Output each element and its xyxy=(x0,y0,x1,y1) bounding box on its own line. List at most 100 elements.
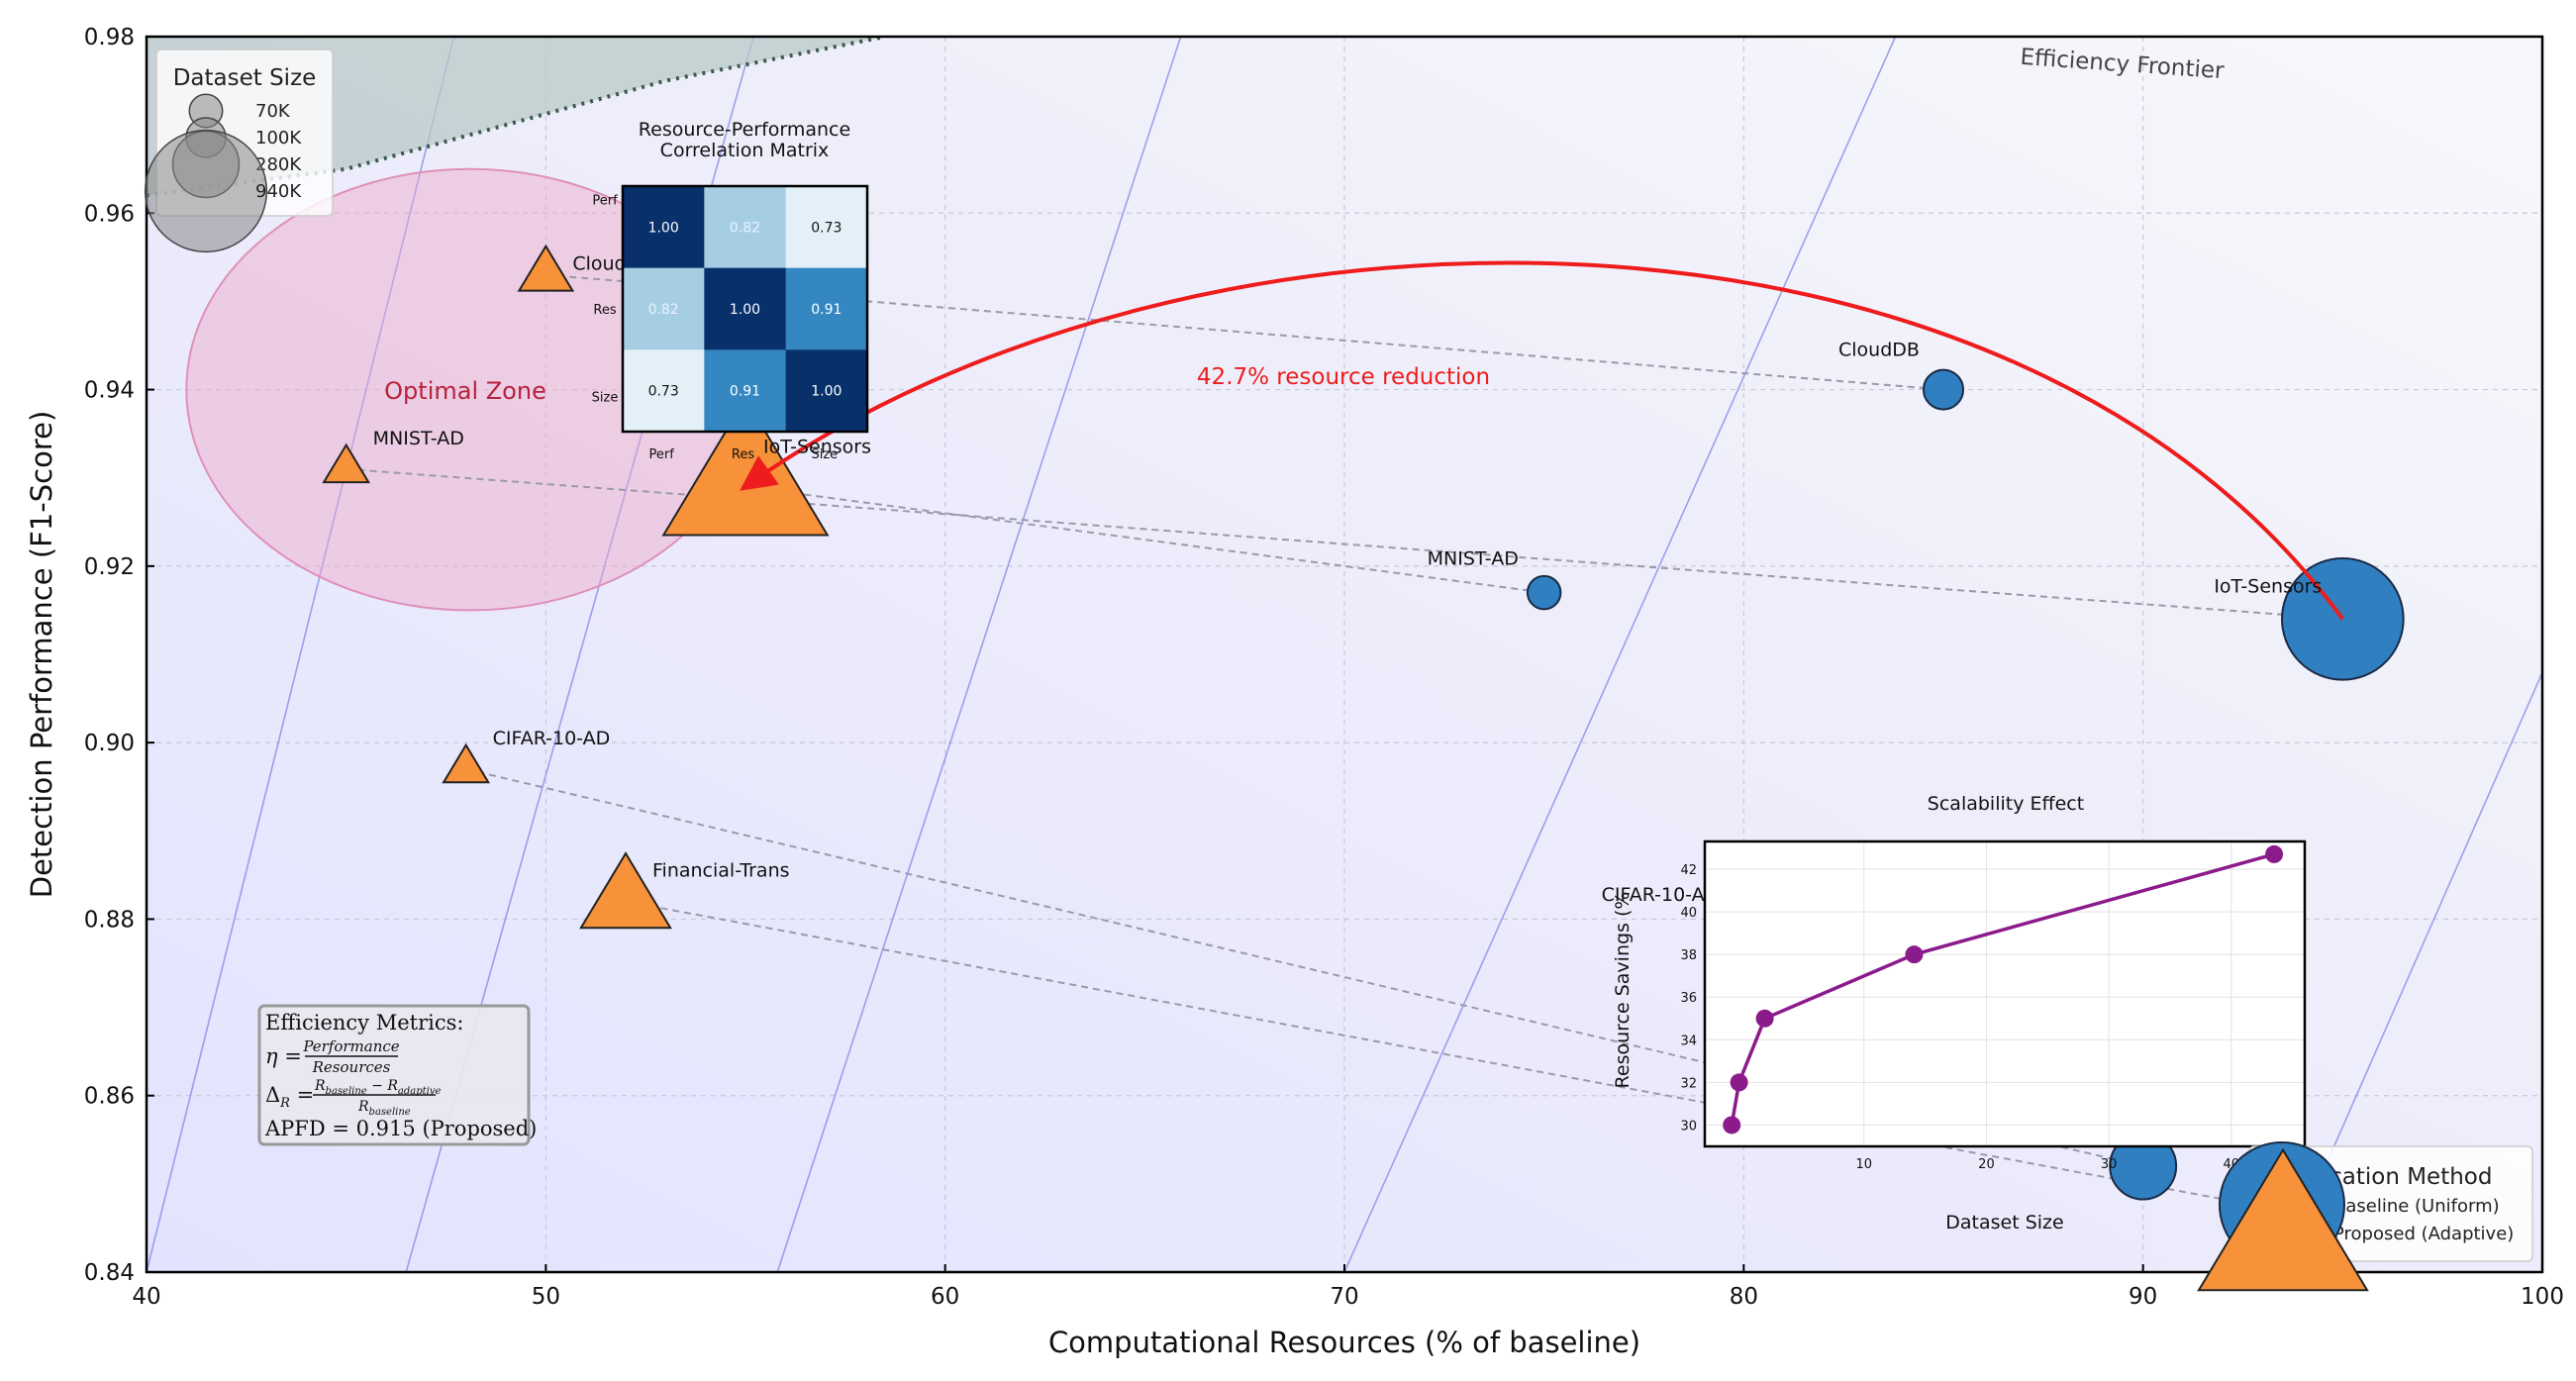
data-labels: IoT-Sensors CloudDB MNIST-AD CIFAR-10-A Clou… xyxy=(373,253,2323,906)
optimal-zone-label: Optimal Zone xyxy=(384,377,546,405)
delta-denominator: Rbaseline xyxy=(357,1099,411,1118)
connection-lines xyxy=(346,273,2343,1212)
scalability-point xyxy=(1755,1009,1774,1028)
iso-efficiency-line xyxy=(1343,37,1897,1272)
heatmap-row-label: Perf xyxy=(592,193,618,208)
heatmap-col-label: Size xyxy=(811,447,838,462)
y-tick-label: 0.88 xyxy=(84,907,135,933)
size-legend-label: 70K xyxy=(255,101,291,122)
y-tick-label: 0.92 xyxy=(84,554,135,580)
scalability-point xyxy=(2265,844,2284,863)
heatmap-title-line-2: Correlation Matrix xyxy=(660,140,830,161)
size-legend: Dataset Size 70K 100K 280K 940K xyxy=(144,49,334,253)
y-tick-label: 0.98 xyxy=(84,25,135,50)
x-tick-label: 40 xyxy=(132,1284,160,1310)
proposed-marker-financial-trans xyxy=(579,851,672,930)
scalability-y-label: Resource Savings (% xyxy=(1612,892,1634,1089)
x-axis-label: Computational Resources (% of baseline) xyxy=(1048,1326,1640,1359)
connection-line xyxy=(744,485,1544,594)
scalability-point xyxy=(1730,1073,1748,1092)
legend-proposed-marker xyxy=(2197,1147,2369,1292)
heatmap-cell xyxy=(704,186,787,269)
heatmap-cell xyxy=(785,267,868,350)
heatmap-cell xyxy=(704,349,787,433)
apfd-value: APFD = 0.915 (Proposed) xyxy=(264,1117,537,1140)
heatmap-cell-value: 1.00 xyxy=(648,220,679,236)
baseline-marker-clouddb xyxy=(1923,368,1964,411)
label-proposed-financial-trans: Financial-Trans xyxy=(652,860,790,882)
heatmap-cell-value: 0.73 xyxy=(648,384,679,400)
baseline-marker-mnist-ad xyxy=(1526,574,1562,611)
correlation-matrix-inset: Resource-Performance Correlation Matrix … xyxy=(592,119,869,462)
heatmap-frame xyxy=(621,184,869,434)
x-tick-label: 100 xyxy=(2521,1284,2564,1310)
eta-numerator: Performance xyxy=(302,1037,399,1055)
arrow-label: 42.7% resource reduction xyxy=(1197,364,1490,390)
heatmap-cell-value: 1.00 xyxy=(811,384,842,400)
scalability-inset: Scalability Effect 10 20 30 403032343638404… xyxy=(1612,793,2307,1233)
eta-denominator: Resources xyxy=(312,1058,391,1076)
heatmap-title-line-1: Resource-Performance xyxy=(639,119,850,141)
legend-entry-baseline: Baseline (Uniform) xyxy=(2333,1196,2500,1217)
y-axis-label: Detection Performance (F1-Score) xyxy=(25,411,58,899)
scal-y-tick-label: 42 xyxy=(1680,863,1697,878)
efficiency-metrics-box: Efficiency Metrics: η = Performance Reso… xyxy=(257,1004,537,1146)
x-tick-label: 60 xyxy=(931,1284,959,1310)
scalability-frame xyxy=(1703,839,2307,1148)
scal-x-tick-label: 30 xyxy=(2101,1157,2118,1172)
proposed-marker-clouddb xyxy=(517,244,575,292)
size-legend-label: 280K xyxy=(255,154,302,175)
heatmap-row-label: Res xyxy=(593,303,616,318)
axis-ticks: 40 50 60 70 80 90 100 0.84 0.86 0.88 0.90 0.92 0.94 0… xyxy=(84,25,2564,1310)
heatmap-cell-value: 1.00 xyxy=(730,302,760,318)
delta-numerator: Rbaseline − Radaptive xyxy=(314,1078,441,1097)
heatmap-cell-value: 0.82 xyxy=(730,220,760,236)
proposed-marker-cifar-10-ad xyxy=(442,742,491,784)
proposed-marker-mnist-ad xyxy=(322,443,371,484)
scalability-point xyxy=(1905,945,1924,964)
scalability-plot-background xyxy=(1705,841,2305,1146)
scal-y-tick-label: 30 xyxy=(1680,1119,1697,1134)
scalability-point xyxy=(1723,1116,1741,1134)
label-proposed-clouddb: Cloud xyxy=(572,253,626,275)
size-legend-label: 940K xyxy=(255,181,302,202)
size-legend-label: 100K xyxy=(255,128,302,148)
eta-lhs: η = xyxy=(265,1044,302,1068)
label-proposed-mnist-ad: MNIST-AD xyxy=(373,428,464,449)
x-tick-label: 90 xyxy=(2129,1284,2157,1310)
x-tick-label: 70 xyxy=(1330,1284,1358,1310)
x-tick-label: 50 xyxy=(532,1284,560,1310)
heatmap-cell-value: 0.82 xyxy=(648,302,679,318)
heatmap-cell-value: 0.73 xyxy=(811,220,842,236)
heatmap-cell xyxy=(704,267,787,350)
resource-reduction-arrow xyxy=(740,260,2344,621)
heatmap-col-label: Res xyxy=(732,447,754,462)
heatmap-row-label: Size xyxy=(592,391,619,406)
scal-x-tick-label: 20 xyxy=(1978,1157,1995,1172)
scalability-x-label: Dataset Size xyxy=(1945,1212,2063,1233)
heatmap-cell xyxy=(623,186,705,269)
connection-line xyxy=(625,900,2284,1212)
heatmap-cell-value: 0.91 xyxy=(730,384,760,400)
label-proposed-iot-sensors: IoT-Sensors xyxy=(763,437,871,458)
scal-y-tick-label: 34 xyxy=(1680,1034,1697,1048)
y-tick-label: 0.90 xyxy=(84,731,135,756)
label-baseline-mnist-ad: MNIST-AD xyxy=(1428,548,1519,570)
heatmap-col-label: Perf xyxy=(649,447,675,462)
label-baseline-cifar-10-ad: CIFAR-10-A xyxy=(1602,884,1705,906)
label-proposed-cifar-10-ad: CIFAR-10-AD xyxy=(493,728,611,749)
connection-line xyxy=(465,767,2143,1168)
method-legend-markers xyxy=(2197,1141,2369,1292)
heatmap-cell xyxy=(623,349,705,433)
iso-efficiency-line xyxy=(147,37,455,1272)
scalability-title: Scalability Effect xyxy=(1928,793,2084,815)
scal-y-tick-label: 32 xyxy=(1680,1076,1697,1091)
y-tick-label: 0.86 xyxy=(84,1084,135,1110)
scal-y-tick-label: 36 xyxy=(1680,991,1697,1006)
y-tick-label: 0.94 xyxy=(84,378,135,404)
scal-x-tick-label: 10 xyxy=(1856,1157,1873,1172)
label-baseline-iot-sensors: IoT-Sensors xyxy=(2214,575,2322,597)
y-tick-label: 0.84 xyxy=(84,1260,135,1286)
x-tick-label: 80 xyxy=(1730,1284,1758,1310)
